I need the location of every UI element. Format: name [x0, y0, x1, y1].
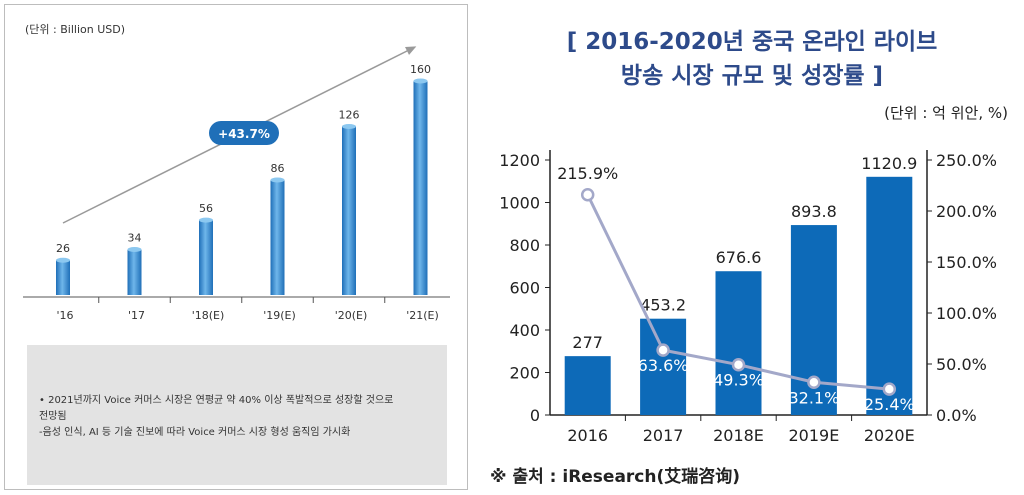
left-bar — [127, 249, 142, 295]
voice-commerce-chart: 26 '16 34 '17 56 '18(E) 86 '19(E) 126 '20(E) 160 '2… — [23, 46, 450, 322]
left-value-label: 56 — [199, 202, 213, 215]
x-category-label: 2020E — [864, 426, 915, 445]
left-category-label: '16 — [56, 309, 73, 322]
left-bar — [342, 126, 356, 295]
x-category-label: 2017 — [643, 426, 684, 445]
left-y-tick-label: 0 — [530, 406, 540, 425]
china-live-stream-panel: [ 2016-2020년 중국 온라인 라이브 방송 시장 규모 및 성장률 ]… — [480, 0, 1024, 495]
growth-rate-label: 215.9% — [557, 164, 618, 183]
left-category-label: '19(E) — [263, 309, 296, 322]
left-bar — [413, 81, 428, 295]
x-category-label: 2016 — [567, 426, 608, 445]
left-y-tick-label: 200 — [509, 364, 540, 383]
growth-rate-label: 32.1% — [788, 388, 839, 407]
left-value-label: 86 — [271, 162, 285, 175]
market-size-label: 676.6 — [716, 248, 762, 267]
left-bar-cap — [56, 257, 70, 263]
left-bar — [56, 260, 70, 295]
market-size-label: 277 — [572, 333, 603, 352]
note-line-3: -음성 인식, AI 등 기술 진보에 따라 Voice 커머스 시장 형성 움… — [39, 427, 351, 438]
growth-rate-point — [656, 343, 670, 357]
growth-badge: +43.7% — [209, 121, 279, 145]
right-y-tick-label: 0.0% — [936, 406, 977, 425]
left-bar-cap — [413, 78, 428, 84]
left-bar-cap — [199, 217, 213, 223]
growth-rate-point — [882, 382, 897, 396]
x-category-label: 2018E — [713, 426, 764, 445]
growth-rate-point — [807, 375, 821, 390]
notes-box: • 2021년까지 Voice 커머스 시장은 연평균 약 40% 이상 폭발적… — [27, 345, 447, 485]
voice-commerce-panel: (단위 : Billion USD) 26 '16 34 '17 56 '18(E) 86 '… — [4, 4, 468, 490]
right-y-tick-label: 100.0% — [936, 304, 997, 323]
x-category-label: 2019E — [788, 426, 839, 445]
market-size-bar — [564, 356, 611, 415]
note-line-2: 전망됨 — [39, 411, 67, 422]
right-y-tick-label: 50.0% — [936, 355, 987, 374]
live-stream-market-chart: 0 200 400 600 800 1000 1200 0.0% 50.0% 100.0% 150.… — [499, 150, 997, 445]
chart-title-line1: [ 2016-2020년 중국 온라인 라이브 — [566, 29, 938, 55]
left-value-label: 160 — [410, 63, 431, 76]
left-value-label: 26 — [56, 242, 70, 255]
growth-rate-point — [731, 357, 746, 372]
left-y-tick-label: 800 — [509, 236, 540, 255]
chart-title-line2: 방송 시장 규모 및 성장률 ] — [620, 63, 884, 89]
right-y-tick-label: 150.0% — [936, 253, 997, 272]
right-unit-label: (단위 : 억 위안, %) — [884, 104, 1008, 122]
growth-rate-label: 63.6% — [638, 356, 689, 375]
left-y-tick-label: 600 — [509, 279, 540, 298]
growth-rate-label: 49.3% — [713, 371, 764, 390]
left-y-tick-label: 400 — [509, 321, 540, 340]
growth-rate-point — [580, 188, 595, 202]
market-size-bar — [715, 271, 762, 415]
right-y-tick-label: 200.0% — [936, 202, 997, 221]
growth-rate-label: 25.4% — [864, 395, 915, 414]
note-line-1: • 2021년까지 Voice 커머스 시장은 연평균 약 40% 이상 폭발적… — [39, 395, 394, 406]
left-bar-cap — [270, 177, 285, 183]
market-size-bar — [640, 318, 687, 415]
market-size-label: 453.2 — [640, 296, 686, 315]
left-bar-cap — [342, 123, 356, 129]
left-category-label: '20(E) — [335, 309, 368, 322]
left-category-label: '21(E) — [406, 309, 439, 322]
left-unit-label: (단위 : Billion USD) — [25, 23, 125, 36]
left-value-label: 126 — [339, 108, 360, 121]
left-category-label: '18(E) — [192, 309, 225, 322]
left-category-label: '17 — [128, 309, 145, 322]
left-y-tick-label: 1200 — [499, 151, 540, 170]
right-y-tick-label: 250.0% — [936, 151, 997, 170]
market-size-bar — [866, 176, 913, 415]
market-size-label: 893.8 — [791, 202, 837, 221]
left-bar — [199, 220, 213, 295]
left-bar — [270, 179, 285, 295]
left-bar-cap — [127, 247, 142, 253]
market-size-label: 1120.9 — [861, 154, 917, 173]
svg-text:+43.7%: +43.7% — [218, 127, 270, 141]
source-note: ※ 출처 : iResearch(艾瑞咨询) — [490, 467, 741, 487]
left-y-tick-label: 1000 — [499, 194, 540, 213]
left-value-label: 34 — [128, 232, 142, 245]
